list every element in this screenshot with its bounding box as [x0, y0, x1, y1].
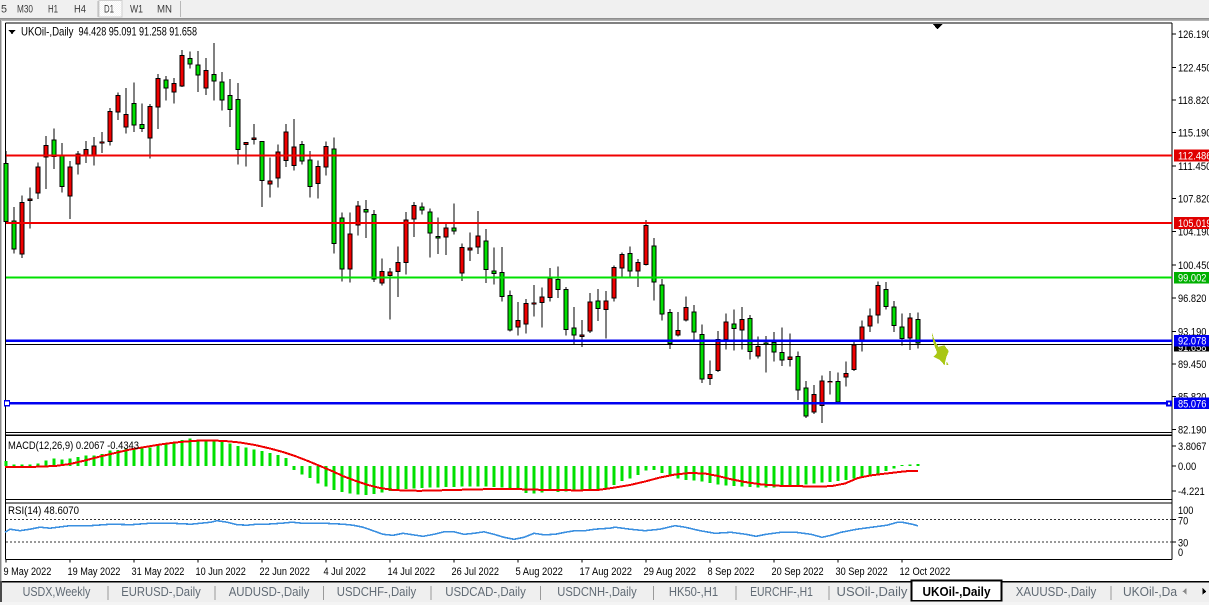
svg-text:20 Sep 2022: 20 Sep 2022 [772, 566, 824, 578]
svg-text:85.076: 85.076 [1178, 398, 1206, 410]
svg-text:19 May 2022: 19 May 2022 [68, 566, 121, 578]
svg-text:70: 70 [1178, 516, 1188, 528]
svg-text:31 May 2022: 31 May 2022 [132, 566, 185, 578]
svg-text:-4.221: -4.221 [1178, 486, 1205, 498]
svg-text:112.486: 112.486 [1178, 151, 1209, 163]
svg-text:0.00: 0.00 [1178, 461, 1196, 473]
svg-text:105.019: 105.019 [1178, 218, 1209, 230]
svg-text:100: 100 [1178, 505, 1193, 517]
svg-text:118.820: 118.820 [1178, 95, 1209, 107]
svg-text:107.820: 107.820 [1178, 194, 1209, 206]
svg-text:H4: H4 [74, 4, 86, 16]
svg-text:RSI(14) 48.6070: RSI(14) 48.6070 [8, 505, 79, 517]
svg-text:82.190: 82.190 [1178, 425, 1206, 437]
svg-text:3.8067: 3.8067 [1178, 441, 1206, 453]
svg-text:USDX,Weekly: USDX,Weekly [23, 585, 91, 599]
svg-text:10 Jun 2022: 10 Jun 2022 [196, 566, 246, 578]
svg-text:12 Oct 2022: 12 Oct 2022 [900, 566, 951, 578]
svg-text:UKOil-,Da: UKOil-,Da [1123, 585, 1177, 599]
svg-text:W1: W1 [130, 4, 143, 16]
svg-text:H1: H1 [48, 4, 58, 16]
svg-text:HK50-,H1: HK50-,H1 [669, 585, 718, 599]
svg-text:96.820: 96.820 [1178, 293, 1206, 305]
svg-text:EURUSD-,Daily: EURUSD-,Daily [121, 585, 201, 599]
svg-text:111.450: 111.450 [1178, 161, 1209, 173]
svg-text:30 Sep 2022: 30 Sep 2022 [836, 566, 888, 578]
svg-text:104.190: 104.190 [1178, 226, 1209, 238]
svg-text:AUDUSD-,Daily: AUDUSD-,Daily [229, 585, 310, 599]
svg-text:5 Aug 2022: 5 Aug 2022 [516, 566, 563, 578]
svg-text:122.450: 122.450 [1178, 62, 1209, 74]
svg-text:0: 0 [1178, 547, 1183, 559]
svg-text:99.002: 99.002 [1178, 273, 1206, 285]
svg-text:USOil-,Daily: USOil-,Daily [837, 585, 909, 599]
svg-text:89.450: 89.450 [1178, 359, 1206, 371]
svg-text:MN: MN [157, 4, 172, 16]
svg-text:22 Jun 2022: 22 Jun 2022 [260, 566, 310, 578]
svg-text:USDCAD-,Daily: USDCAD-,Daily [445, 585, 526, 599]
svg-text:26 Jul 2022: 26 Jul 2022 [452, 566, 500, 578]
svg-text:17 Aug 2022: 17 Aug 2022 [580, 566, 633, 578]
svg-text:126.190: 126.190 [1178, 29, 1209, 41]
svg-text:100.450: 100.450 [1178, 260, 1209, 272]
svg-text:D1: D1 [104, 4, 114, 16]
svg-text:5: 5 [1, 4, 7, 16]
svg-text:MACD(12,26,9) 0.2067 -0.4343: MACD(12,26,9) 0.2067 -0.4343 [8, 440, 139, 452]
svg-text:4 Jul 2022: 4 Jul 2022 [324, 566, 366, 578]
svg-text:UKOil-,Daily: UKOil-,Daily [923, 585, 991, 599]
svg-text:29 Aug 2022: 29 Aug 2022 [644, 566, 697, 578]
svg-text:14 Jul 2022: 14 Jul 2022 [388, 566, 436, 578]
svg-text:30: 30 [1178, 538, 1188, 550]
svg-text:8 Sep 2022: 8 Sep 2022 [708, 566, 755, 578]
svg-text:92.078: 92.078 [1178, 336, 1206, 348]
svg-text:115.190: 115.190 [1178, 127, 1209, 139]
svg-text:9 May 2022: 9 May 2022 [4, 566, 52, 578]
svg-text:EURCHF-,H1: EURCHF-,H1 [750, 585, 813, 599]
svg-text:M30: M30 [17, 4, 33, 16]
svg-text:USDCHF-,Daily: USDCHF-,Daily [337, 585, 417, 599]
svg-text:USDCNH-,Daily: USDCNH-,Daily [557, 585, 637, 599]
svg-text:XAUUSD-,Daily: XAUUSD-,Daily [1016, 585, 1097, 599]
svg-text:94.428 95.091 91.258 91.658: 94.428 95.091 91.258 91.658 [79, 25, 198, 39]
svg-text:UKOil-,Daily: UKOil-,Daily [21, 25, 74, 39]
